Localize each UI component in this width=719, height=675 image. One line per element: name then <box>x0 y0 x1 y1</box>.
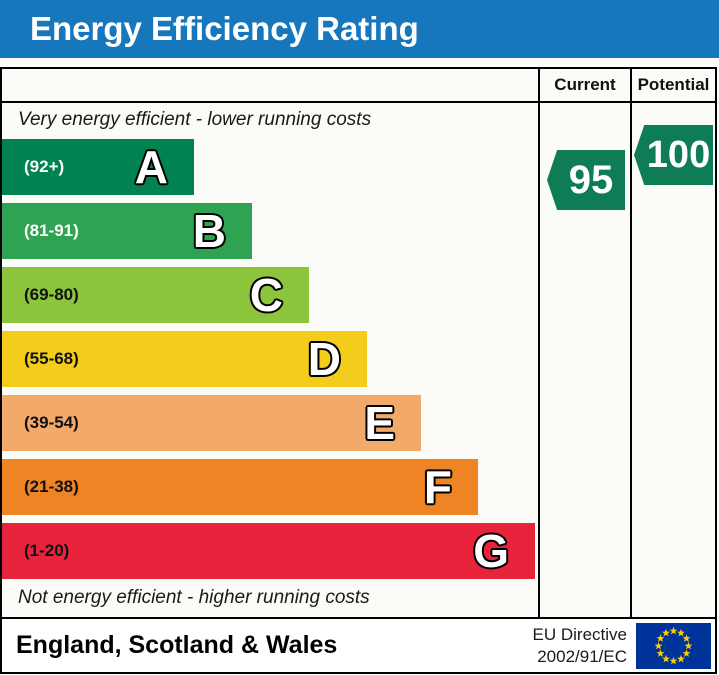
eu-directive-text: EU Directive 2002/91/EC <box>533 624 627 667</box>
band-d: (55-68) D <box>2 331 367 387</box>
potential-rating-value: 100 <box>646 133 711 176</box>
band-d-range-label: (55-68) <box>24 349 79 368</box>
band-e: (39-54) E <box>2 395 421 451</box>
caption-inefficient: Not energy efficient - higher running co… <box>18 587 370 608</box>
eu-flag-icon <box>636 622 711 669</box>
band-a-letter: A <box>134 141 168 193</box>
band-d-letter: D <box>307 333 341 385</box>
bands: Very energy efficient - lower running co… <box>2 103 540 617</box>
band-b-letter: B <box>192 205 226 257</box>
band-g: (1-20) G <box>2 523 535 579</box>
potential-rating-arrow: 100 <box>634 125 713 185</box>
table-header-row: Current Potential <box>2 69 715 103</box>
page-title: Energy Efficiency Rating <box>30 10 419 47</box>
band-c-range-label: (69-80) <box>24 285 79 304</box>
epc-rating-table: Current Potential Very energy efficient … <box>0 67 717 619</box>
header-current: Current <box>540 69 632 101</box>
caption-efficient: Very energy efficient - lower running co… <box>18 109 372 130</box>
current-column: 95 <box>540 103 632 617</box>
table-body-row: Very energy efficient - lower running co… <box>2 103 715 617</box>
current-rating-arrow: 95 <box>547 150 625 210</box>
band-e-letter: E <box>364 397 395 449</box>
header-chart-cell <box>2 69 540 101</box>
region-label: England, Scotland & Wales <box>16 631 338 659</box>
band-g-letter: G <box>473 525 509 577</box>
band-e-range-label: (39-54) <box>24 413 79 432</box>
band-f: (21-38) F <box>2 459 478 515</box>
band-a-range-label: (92+) <box>24 157 65 176</box>
eu-directive-line2: 2002/91/EC <box>537 646 627 666</box>
potential-column: 100 <box>632 103 715 617</box>
band-f-range-label: (21-38) <box>24 477 79 496</box>
band-g-range-label: (1-20) <box>24 541 70 560</box>
header-potential: Potential <box>637 75 710 94</box>
band-a: (92+) A <box>2 139 194 195</box>
band-c-letter: C <box>249 269 283 321</box>
band-b: (81-91) B <box>2 203 252 259</box>
footer-bar: England, Scotland & Wales EU Directive 2… <box>0 617 717 674</box>
band-f-letter: F <box>423 461 452 513</box>
title-bar: Energy Efficiency Rating <box>0 0 719 58</box>
band-b-range-label: (81-91) <box>24 221 79 240</box>
band-c: (69-80) C <box>2 267 309 323</box>
current-rating-value: 95 <box>568 157 614 202</box>
eu-directive-line1: EU Directive <box>532 625 627 645</box>
